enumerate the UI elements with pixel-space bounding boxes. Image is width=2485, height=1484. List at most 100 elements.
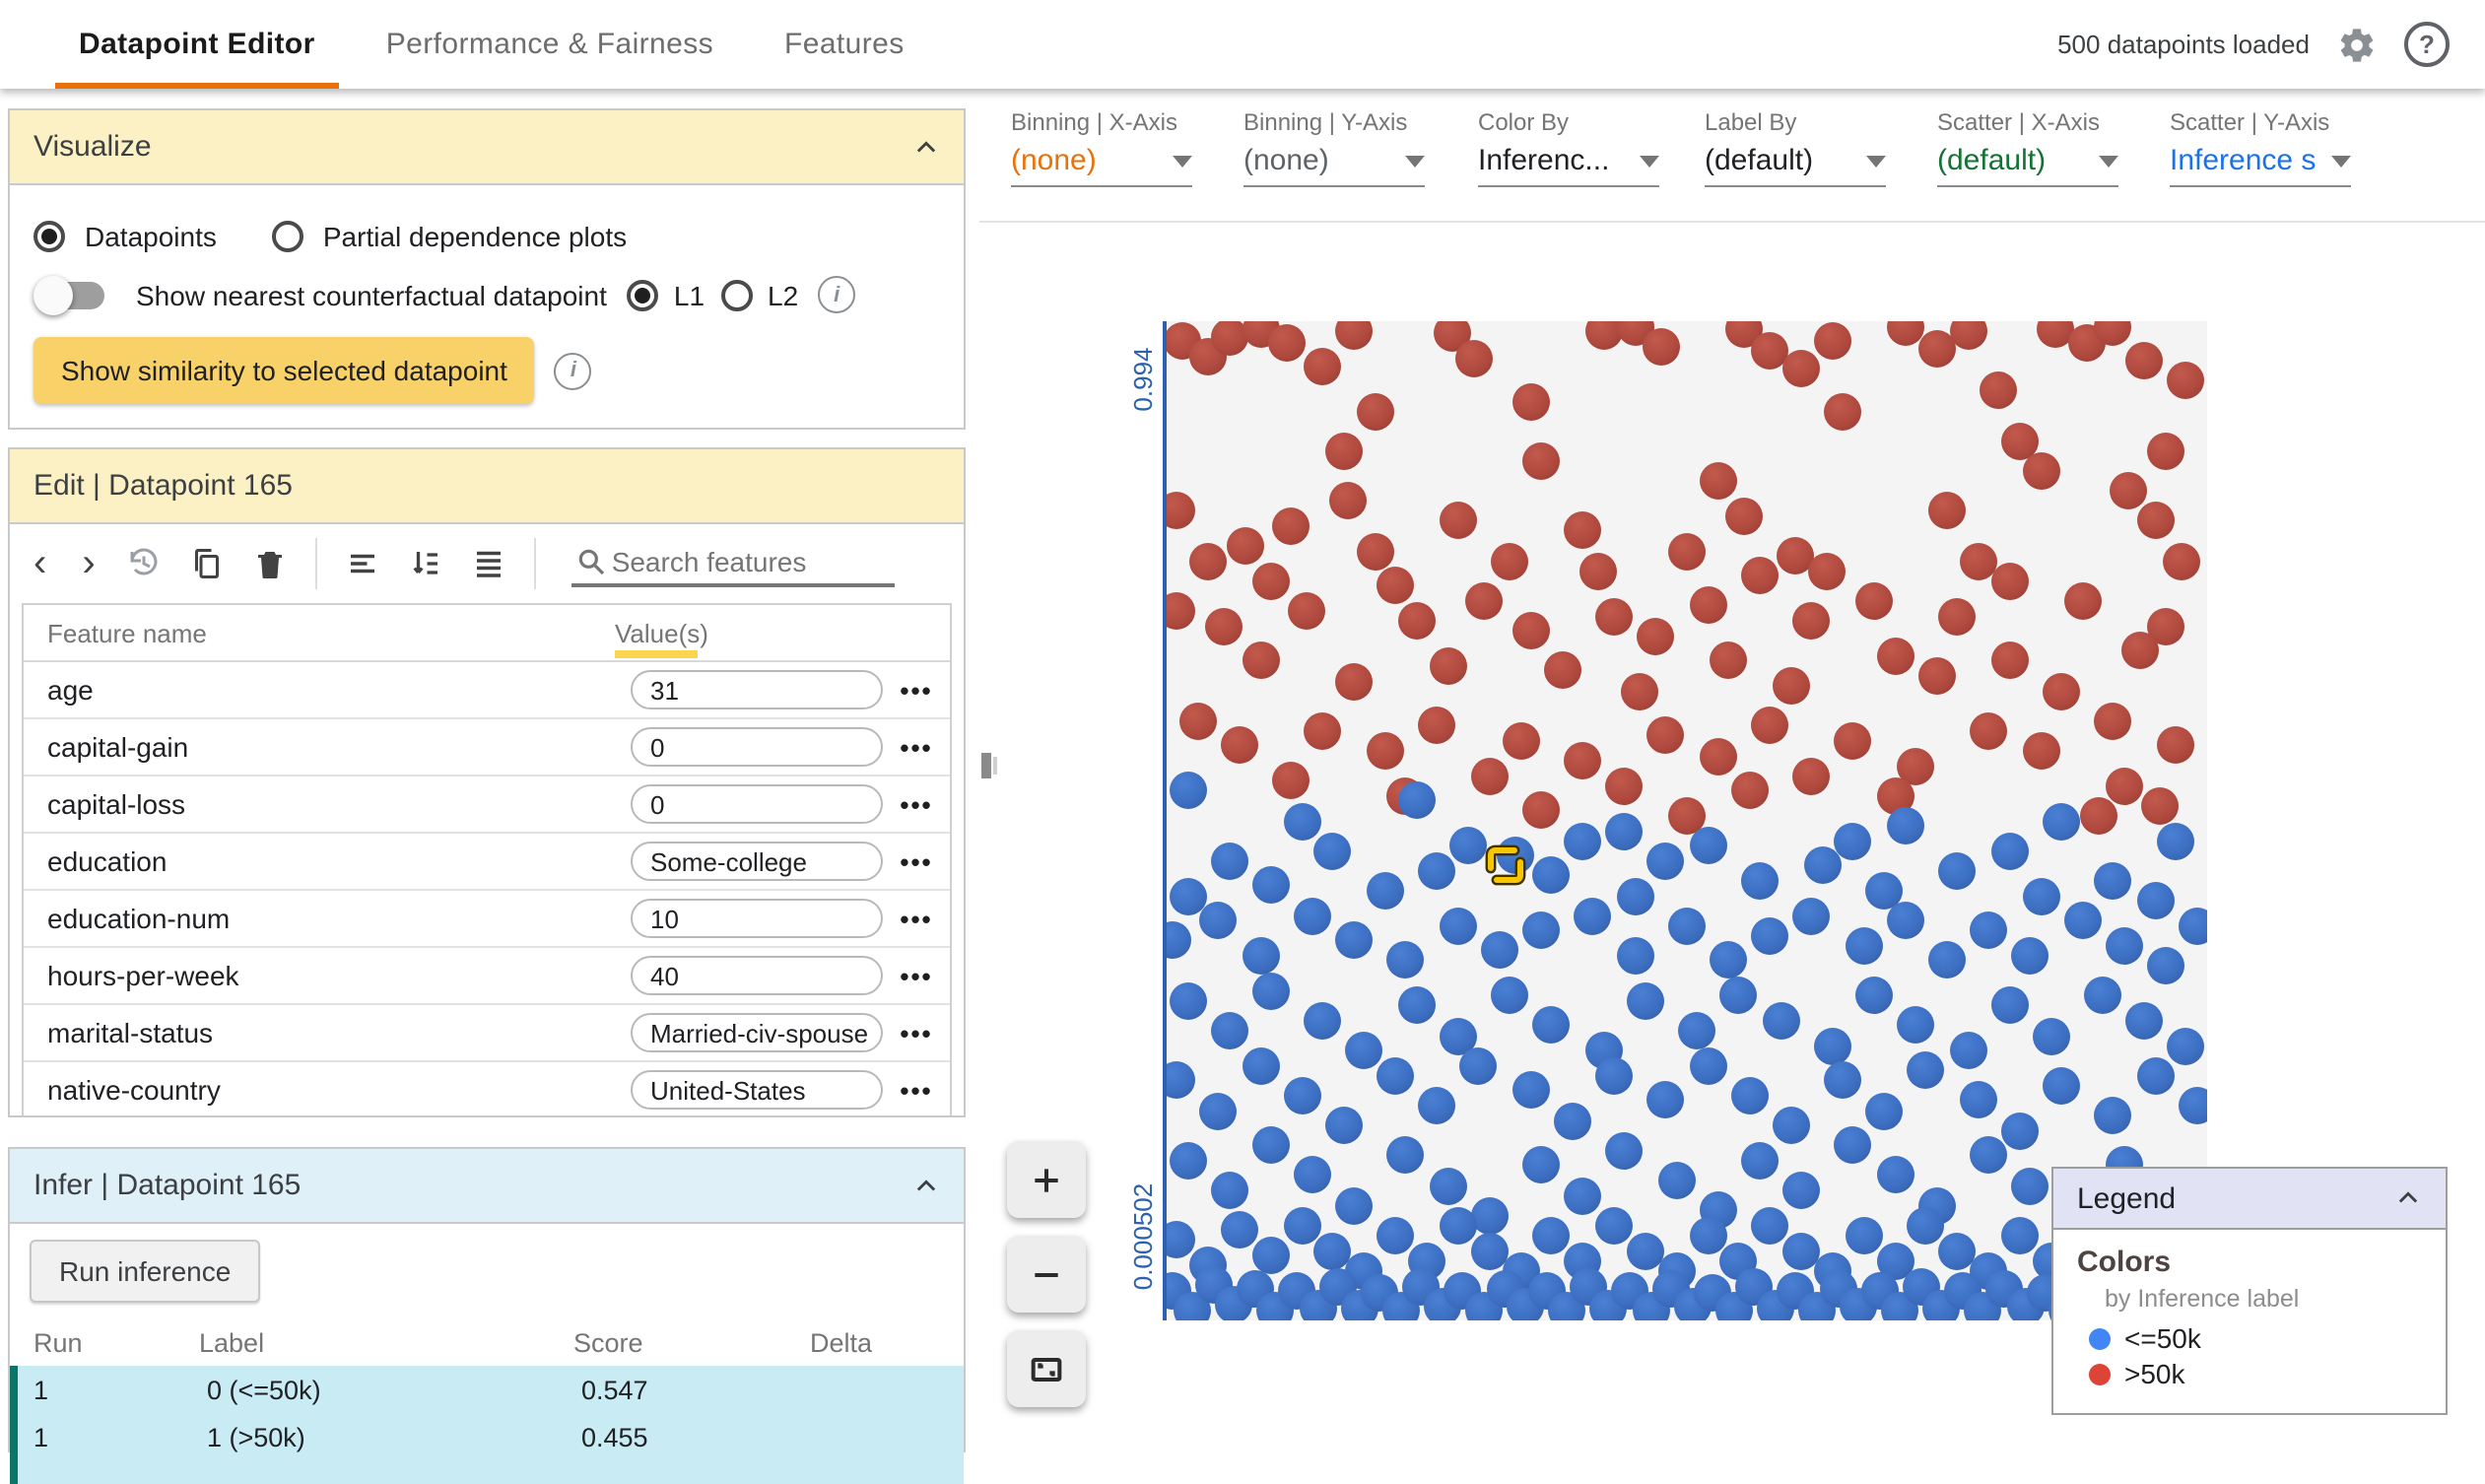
- datapoint[interactable]: [1418, 707, 1456, 745]
- datapoint[interactable]: [1710, 641, 1748, 680]
- datapoint[interactable]: [2136, 502, 2175, 540]
- datapoint[interactable]: [1251, 1237, 1290, 1275]
- tab-features[interactable]: Features: [784, 28, 905, 61]
- dropdown-value[interactable]: (default): [1705, 144, 1886, 187]
- datapoint[interactable]: [1782, 1232, 1821, 1269]
- datapoint[interactable]: [2162, 542, 2200, 580]
- restore-history-icon[interactable]: [127, 546, 163, 581]
- datapoint[interactable]: [2094, 702, 2132, 740]
- panel-resize-handle[interactable]: [981, 753, 997, 778]
- datapoint[interactable]: [1595, 1056, 1634, 1095]
- radio-partial-dependence-plots[interactable]: [271, 221, 303, 252]
- datapoint[interactable]: [1834, 822, 1872, 860]
- datapoint[interactable]: [1335, 1186, 1374, 1225]
- datapoint[interactable]: [1335, 662, 1374, 701]
- datapoint[interactable]: [1283, 1076, 1321, 1114]
- datapoint[interactable]: [1616, 936, 1654, 975]
- datapoint[interactable]: [1928, 941, 1966, 979]
- datapoint[interactable]: [2178, 907, 2207, 945]
- dropdown-value[interactable]: Inferenc...: [1478, 144, 1659, 187]
- sort-list-icon[interactable]: [409, 546, 444, 581]
- datapoint[interactable]: [1813, 1027, 1851, 1065]
- datapoint[interactable]: [1522, 911, 1561, 950]
- datapoint[interactable]: [1397, 781, 1436, 820]
- tab-performance-fairness[interactable]: Performance & Fairness: [385, 28, 714, 61]
- datapoint[interactable]: [1418, 1086, 1456, 1124]
- datapoint[interactable]: [1386, 1136, 1425, 1175]
- datapoint[interactable]: [1699, 462, 1737, 501]
- datapoint[interactable]: [1491, 542, 1529, 580]
- datapoint[interactable]: [1167, 492, 1196, 530]
- datapoint[interactable]: [1605, 1131, 1644, 1170]
- zoom-in-button[interactable]: [1007, 1141, 1086, 1218]
- datapoint[interactable]: [1324, 1107, 1363, 1145]
- datapoint[interactable]: [1646, 716, 1685, 755]
- datapoint[interactable]: [1532, 1006, 1571, 1045]
- datapoint[interactable]: [1454, 340, 1493, 378]
- datapoint[interactable]: [1502, 721, 1540, 760]
- datapoint[interactable]: [1865, 1092, 1904, 1130]
- datapoint[interactable]: [1167, 1061, 1196, 1100]
- datapoint[interactable]: [1429, 646, 1467, 685]
- datapoint[interactable]: [1803, 846, 1842, 885]
- datapoint[interactable]: [1574, 897, 1612, 935]
- counterfactual-toggle[interactable]: [34, 275, 104, 314]
- datapoint[interactable]: [2157, 726, 2195, 765]
- datapoint[interactable]: [1579, 552, 1618, 590]
- datapoint[interactable]: [1522, 791, 1561, 830]
- datapoint[interactable]: [2146, 432, 2184, 470]
- datapoint[interactable]: [1199, 1092, 1238, 1130]
- datapoint[interactable]: [1178, 702, 1217, 740]
- datapoint[interactable]: [1740, 861, 1779, 900]
- datapoint[interactable]: [1553, 1102, 1591, 1140]
- datapoint[interactable]: [2022, 732, 2060, 770]
- datapoint[interactable]: [1242, 1046, 1280, 1085]
- feature-value-input[interactable]: Married-civ-spouse: [631, 1013, 883, 1052]
- dropdown-value[interactable]: (none): [1243, 144, 1425, 187]
- datapoint[interactable]: [1356, 392, 1394, 431]
- datapoint[interactable]: [1855, 977, 1894, 1015]
- datapoint[interactable]: [1283, 802, 1321, 840]
- datapoint[interactable]: [1855, 581, 1894, 620]
- datapoint[interactable]: [1251, 562, 1290, 600]
- datapoint[interactable]: [1304, 711, 1342, 750]
- datapoint[interactable]: [1366, 732, 1404, 770]
- datapoint[interactable]: [1251, 866, 1290, 905]
- datapoint[interactable]: [1990, 986, 2029, 1025]
- datapoint[interactable]: [2000, 1112, 2039, 1150]
- datapoint[interactable]: [1522, 1146, 1561, 1184]
- datapoint[interactable]: [2178, 1086, 2207, 1124]
- datapoint[interactable]: [1668, 907, 1706, 945]
- datapoint[interactable]: [2084, 977, 2122, 1015]
- datapoint[interactable]: [1970, 1136, 2008, 1175]
- datapoint[interactable]: [1808, 552, 1847, 590]
- datapoint[interactable]: [1621, 672, 1659, 710]
- datapoint[interactable]: [1210, 1172, 1248, 1210]
- datapoint[interactable]: [1699, 737, 1737, 776]
- datapoint[interactable]: [2136, 882, 2175, 920]
- datapoint[interactable]: [1990, 832, 2029, 870]
- datapoint[interactable]: [1167, 592, 1196, 631]
- datapoint[interactable]: [1491, 977, 1529, 1015]
- datapoint[interactable]: [2167, 362, 2205, 400]
- datapoint[interactable]: [1980, 371, 2018, 410]
- dropdown-value[interactable]: (default): [1937, 144, 2118, 187]
- datapoint[interactable]: [1751, 916, 1789, 955]
- datapoint[interactable]: [1876, 1156, 1914, 1194]
- zoom-out-button[interactable]: [1007, 1236, 1086, 1313]
- datapoint[interactable]: [1782, 1172, 1821, 1210]
- datapoint[interactable]: [1689, 586, 1727, 625]
- datapoint[interactable]: [1304, 1001, 1342, 1040]
- selected-datapoint-marker[interactable]: [1482, 842, 1529, 889]
- feature-value-input[interactable]: 31: [631, 670, 883, 709]
- datapoint[interactable]: [1626, 1232, 1664, 1269]
- datapoint[interactable]: [1304, 347, 1342, 385]
- datapoint[interactable]: [1751, 332, 1789, 371]
- feature-options-menu[interactable]: •••: [900, 675, 933, 705]
- datapoint[interactable]: [1465, 581, 1504, 620]
- datapoint[interactable]: [1532, 1216, 1571, 1254]
- datapoint[interactable]: [1511, 612, 1550, 650]
- datapoint[interactable]: [1792, 897, 1831, 935]
- datapoint[interactable]: [2105, 767, 2143, 805]
- previous-datapoint-button[interactable]: ‹: [34, 542, 47, 585]
